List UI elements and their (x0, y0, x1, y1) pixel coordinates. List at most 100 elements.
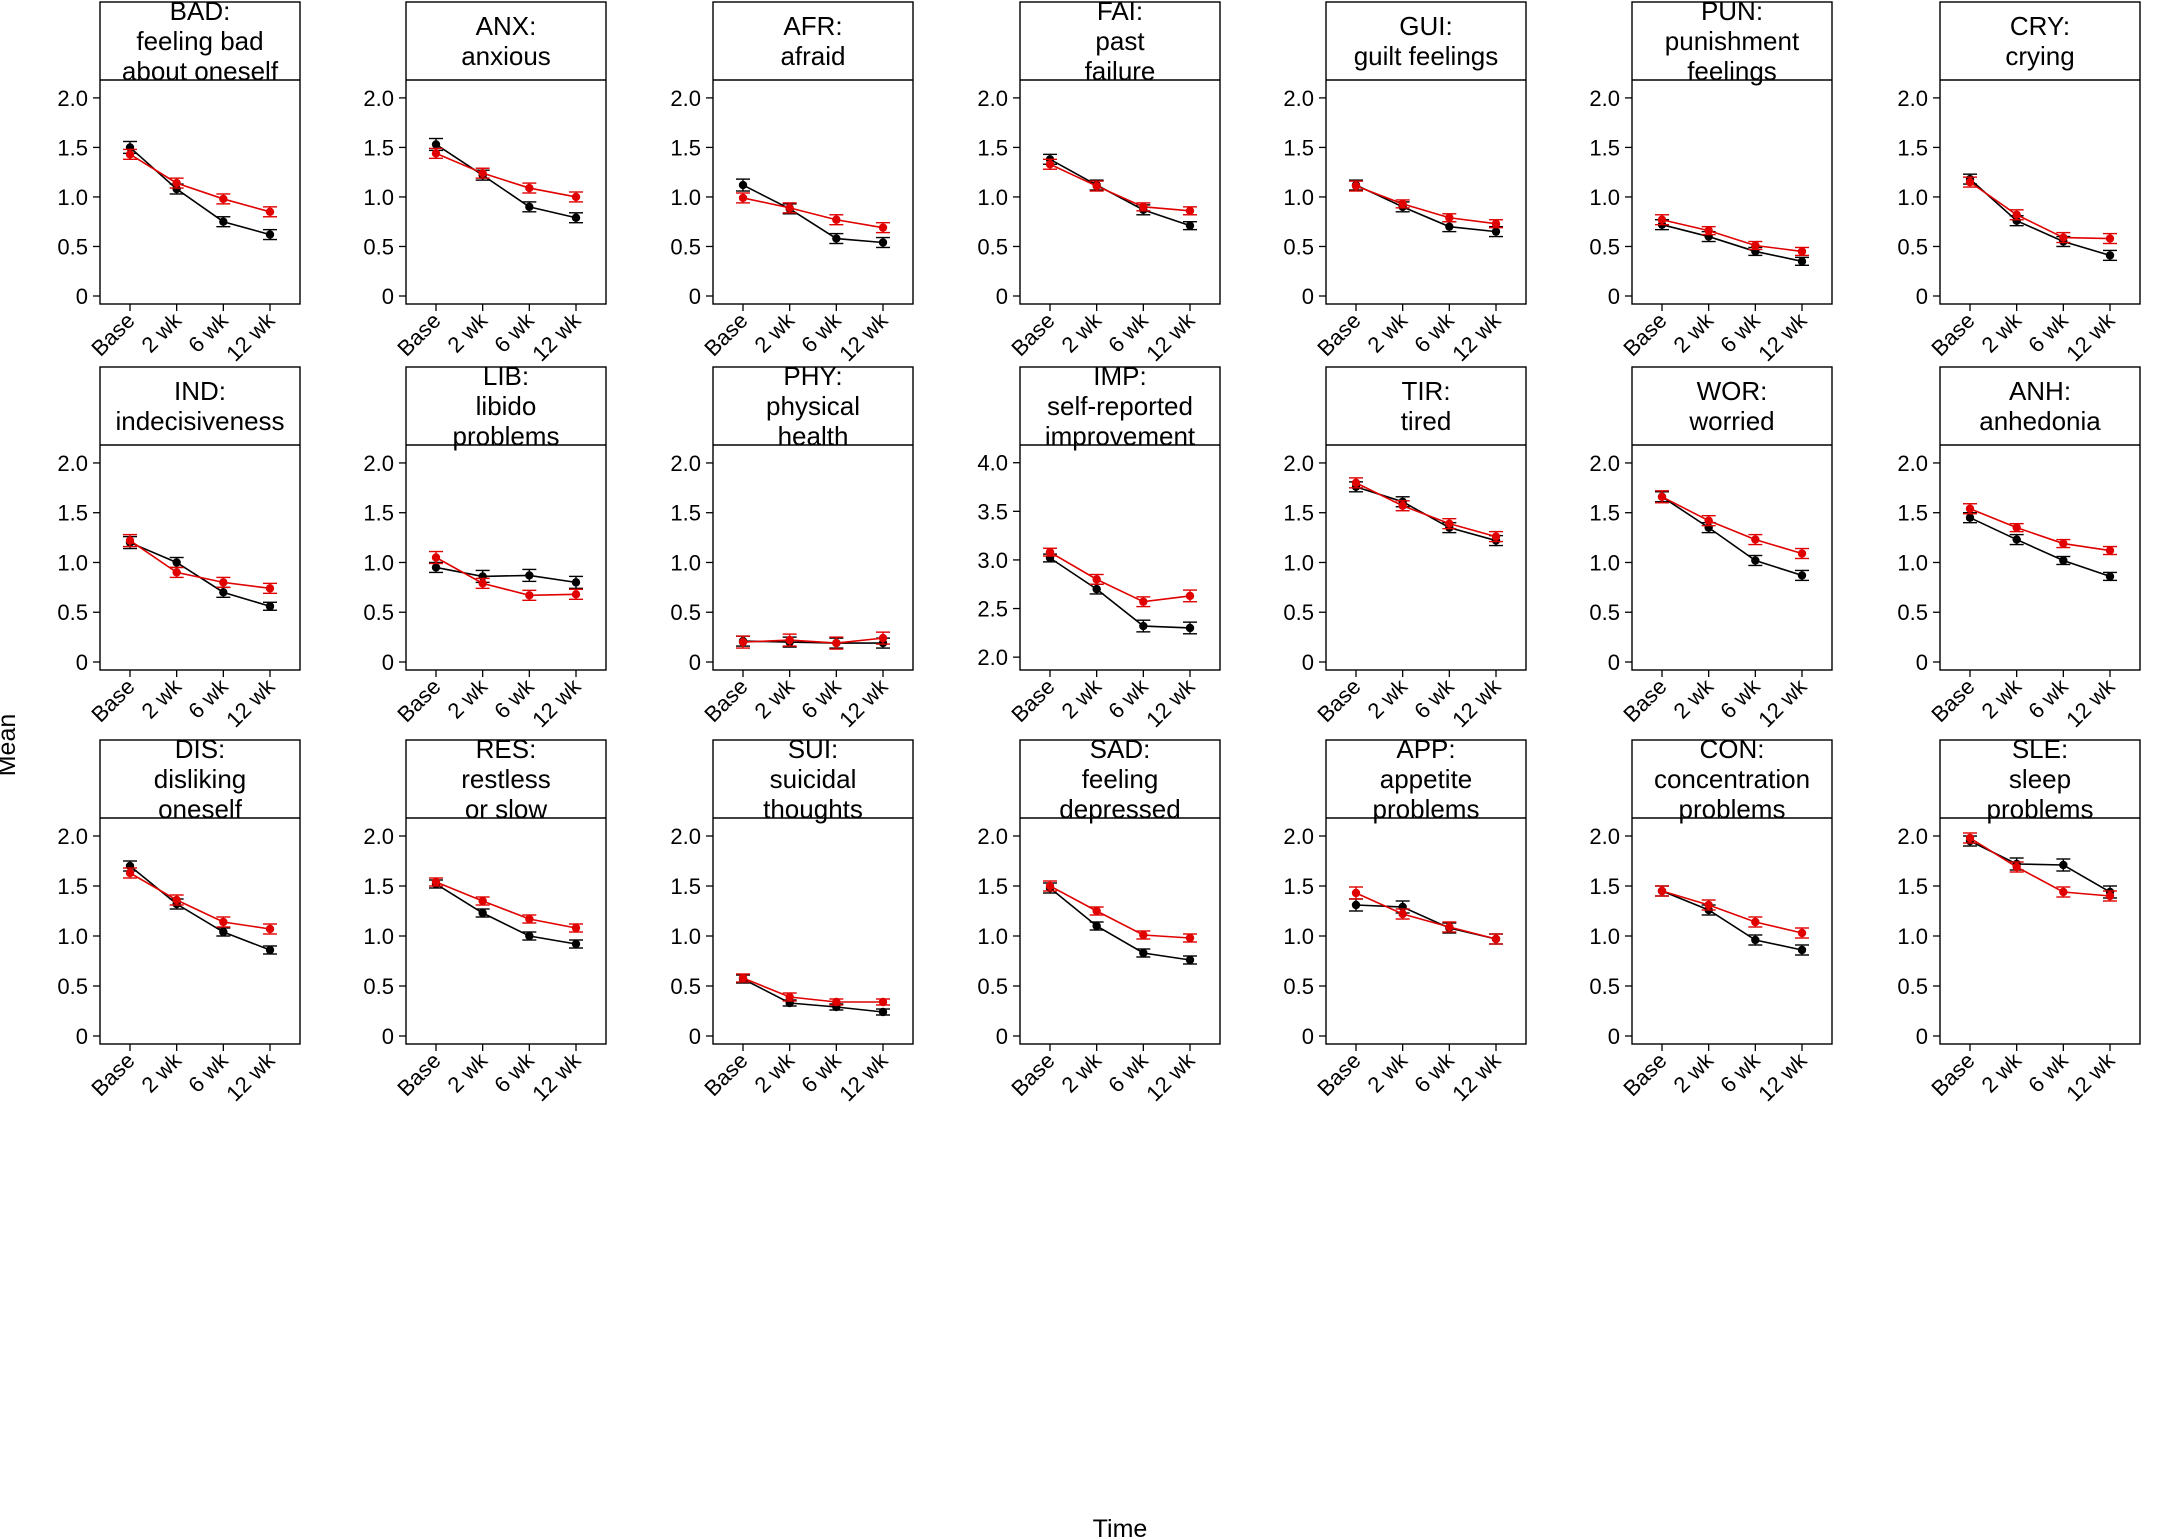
series-line-red (742, 637, 884, 644)
panel-title-line: problems (1373, 794, 1480, 824)
x-tick-label: 12 wk (1141, 1047, 1200, 1106)
panel-title-line: SAD: (1090, 734, 1151, 764)
data-point-black (1797, 945, 1807, 955)
data-point-red (832, 638, 841, 648)
data-point-red (785, 203, 794, 213)
data-point-black (1491, 227, 1501, 236)
x-tick-label: Base (392, 308, 445, 361)
y-tick-label: 0 (1302, 1024, 1314, 1049)
x-tick-label: 2 wk (750, 307, 800, 357)
y-tick-label: 1.0 (1897, 185, 1928, 210)
x-tick-label: 12 wk (527, 307, 586, 366)
y-tick-label: 1.0 (363, 550, 394, 575)
data-point-red (1751, 917, 1760, 927)
x-tick-label: 12 wk (1141, 307, 1200, 366)
panel-frame (405, 1, 607, 305)
data-point-red (1398, 199, 1407, 209)
y-tick-label: 1.5 (670, 135, 701, 160)
data-point-red (1965, 177, 1975, 187)
data-point-black (219, 927, 228, 937)
y-tick-label: 1.0 (1283, 550, 1314, 575)
series-line-red (1661, 890, 1803, 934)
x-tick-label: Base (86, 674, 139, 727)
series-line-black (1355, 486, 1497, 542)
series-line-black (1661, 890, 1803, 951)
series-line-red (1661, 496, 1803, 555)
y-tick-label: 1.5 (670, 874, 701, 899)
data-point-black (878, 238, 888, 247)
data-point-red (478, 579, 487, 588)
data-point-red (785, 635, 794, 645)
y-tick-label: 1.0 (57, 550, 88, 575)
panel-title-line: failure (1085, 56, 1156, 86)
y-tick-label: 1.0 (670, 185, 701, 210)
panel-frame (1325, 739, 1527, 1045)
series-line-black (129, 865, 271, 951)
panel-title-line: indecisiveness (115, 406, 284, 436)
panel-title-line: CRY: (2010, 11, 2070, 41)
y-tick-label: 2.0 (1283, 86, 1314, 111)
y-tick-label: 1.5 (977, 135, 1008, 160)
panel-title-line: improvement (1045, 421, 1196, 451)
y-tick-label: 1.5 (363, 874, 394, 899)
panel-title-line: appetite (1380, 764, 1473, 794)
data-point-red (1139, 202, 1148, 212)
x-tick-label: Base (1926, 308, 1979, 361)
data-point-red (1491, 934, 1501, 944)
panel-title-line: ANH: (2009, 376, 2071, 406)
data-point-red (1657, 886, 1667, 896)
data-point-black (2012, 216, 2021, 225)
series-line-red (435, 881, 577, 929)
x-tick-label: 12 wk (1753, 1047, 1812, 1106)
data-point-black (2059, 860, 2068, 870)
y-tick-label: 0.5 (670, 974, 701, 999)
data-point-red (265, 924, 275, 934)
x-tick-label: 12 wk (527, 1047, 586, 1106)
y-tick-label: 0.5 (977, 234, 1008, 259)
y-tick-label: 0.5 (1897, 600, 1928, 625)
y-tick-label: 2.0 (363, 86, 394, 111)
data-point-red (1491, 219, 1501, 228)
series-line-black (1661, 223, 1803, 263)
y-tick-label: 0.5 (1589, 234, 1620, 259)
data-point-red (125, 150, 135, 159)
y-tick-label: 1.5 (57, 501, 88, 526)
data-point-black (265, 602, 275, 611)
data-point-red (265, 584, 275, 593)
y-tick-label: 0.5 (1897, 974, 1928, 999)
y-tick-label: 0 (1608, 1024, 1620, 1049)
y-tick-label: 2.0 (57, 86, 88, 111)
data-point-black (1185, 623, 1195, 633)
x-tick-label: Base (1926, 674, 1979, 727)
y-tick-label: 1.5 (977, 874, 1008, 899)
data-point-black (265, 945, 275, 955)
x-tick-label: Base (1312, 674, 1365, 727)
y-tick-label: 0.5 (1283, 974, 1314, 999)
y-tick-label: 0.5 (1283, 600, 1314, 625)
data-point-red (1351, 478, 1361, 488)
y-tick-label: 3.5 (977, 499, 1008, 524)
y-tick-label: 2.0 (57, 451, 88, 476)
panel-frame (1631, 739, 1833, 1045)
y-tick-label: 0.5 (363, 234, 394, 259)
y-tick-label: 1.5 (1589, 135, 1620, 160)
series-line-black (1355, 184, 1497, 233)
data-point-red (1045, 547, 1055, 557)
x-tick-label: Base (1312, 308, 1365, 361)
y-tick-label: 0.5 (57, 600, 88, 625)
x-tick-label: 12 wk (834, 1047, 893, 1106)
data-point-red (431, 553, 441, 562)
data-point-black (2105, 251, 2115, 260)
x-tick-label: 2 wk (1669, 307, 1719, 357)
x-tick-label: 2 wk (1977, 673, 2027, 723)
panel-title-line: crying (2005, 41, 2074, 71)
x-tick-label: 12 wk (1753, 307, 1812, 366)
y-tick-label: 0 (1302, 284, 1314, 309)
